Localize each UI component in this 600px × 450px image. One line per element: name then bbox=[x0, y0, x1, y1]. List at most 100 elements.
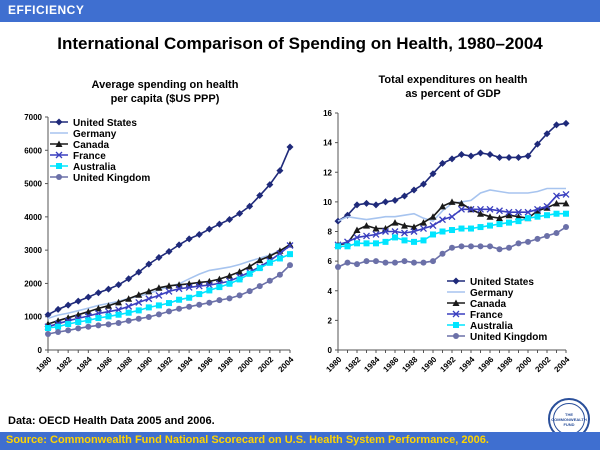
data-point bbox=[216, 284, 223, 291]
data-point bbox=[429, 213, 437, 220]
y-tick-label: 7000 bbox=[24, 113, 42, 122]
legend-label: Australia bbox=[470, 321, 513, 332]
data-point bbox=[448, 213, 456, 221]
legend-label: United Kingdom bbox=[73, 173, 150, 184]
data-point bbox=[95, 322, 102, 329]
data-point bbox=[236, 276, 243, 283]
legend-label: Germany bbox=[470, 288, 514, 299]
data-point bbox=[420, 237, 427, 244]
data-point bbox=[94, 289, 102, 297]
data-point bbox=[175, 241, 183, 249]
y-tick-label: 5000 bbox=[24, 180, 42, 189]
data-point bbox=[401, 222, 408, 229]
legend-label: Canada bbox=[73, 140, 110, 151]
data-point bbox=[515, 208, 522, 216]
data-point bbox=[135, 307, 142, 314]
chart-title-line: Average spending on health bbox=[92, 79, 239, 91]
data-point bbox=[458, 205, 465, 213]
data-point bbox=[195, 282, 203, 290]
source-text: Source: Commonwealth Fund National Score… bbox=[6, 434, 489, 446]
page-title: International Comparison of Spending on … bbox=[57, 34, 543, 53]
x-tick-label: 2004 bbox=[552, 355, 571, 374]
data-point bbox=[266, 277, 273, 284]
data-point bbox=[373, 240, 379, 247]
data-point bbox=[85, 317, 92, 324]
data-point bbox=[94, 304, 102, 312]
data-point bbox=[286, 242, 294, 249]
data-point bbox=[216, 297, 223, 304]
data-point bbox=[276, 167, 284, 175]
data-point bbox=[363, 240, 370, 247]
data-point bbox=[135, 268, 143, 276]
data-point bbox=[246, 288, 253, 295]
data-point bbox=[391, 219, 399, 226]
y-tick-label: 14 bbox=[323, 139, 332, 148]
data-point bbox=[64, 301, 72, 309]
data-point bbox=[382, 198, 389, 206]
series-united-kingdom bbox=[335, 224, 569, 271]
data-point bbox=[363, 258, 370, 265]
data-point bbox=[196, 291, 203, 298]
data-point bbox=[382, 238, 389, 245]
legend-marker bbox=[453, 322, 459, 328]
x-tick-label: 1992 bbox=[438, 355, 457, 374]
data-point bbox=[186, 303, 193, 310]
data-point bbox=[515, 240, 522, 247]
data-point bbox=[175, 285, 183, 293]
data-point bbox=[372, 201, 380, 209]
data-point bbox=[125, 302, 133, 310]
data-point bbox=[165, 247, 173, 255]
data-point bbox=[287, 251, 293, 258]
source-bar: Source: Commonwealth Fund National Score… bbox=[0, 432, 600, 450]
data-point bbox=[477, 205, 484, 213]
y-tick-label: 1000 bbox=[24, 313, 42, 322]
data-point bbox=[496, 214, 503, 222]
data-point bbox=[165, 282, 173, 289]
series-united-kingdom bbox=[45, 262, 293, 338]
legend-marker bbox=[453, 333, 459, 339]
series-line bbox=[337, 122, 567, 222]
data-point bbox=[165, 287, 173, 295]
data-point bbox=[335, 264, 341, 271]
data-point bbox=[363, 232, 370, 240]
legend-label: Australia bbox=[73, 162, 116, 173]
data-point bbox=[155, 302, 162, 309]
x-tick-label: 1980 bbox=[34, 355, 53, 374]
data-point bbox=[477, 243, 484, 250]
y-tick-label: 0 bbox=[328, 346, 333, 355]
data-point bbox=[84, 293, 92, 301]
data-point bbox=[430, 231, 436, 238]
data-point bbox=[477, 224, 484, 231]
data-point bbox=[525, 215, 531, 222]
header-bar: EFFICIENCY bbox=[0, 0, 600, 22]
data-point bbox=[410, 223, 418, 231]
legend-marker bbox=[56, 163, 62, 169]
chart-title-line: Total expenditures on health bbox=[379, 74, 528, 86]
data-point bbox=[391, 196, 399, 204]
data-point bbox=[411, 259, 417, 266]
data-point bbox=[439, 228, 446, 235]
data-point bbox=[353, 226, 361, 234]
x-tick-label: 1982 bbox=[55, 355, 74, 374]
data-point bbox=[145, 314, 152, 321]
data-point bbox=[515, 213, 522, 220]
data-point bbox=[544, 212, 550, 219]
data-point bbox=[449, 227, 455, 234]
data-point bbox=[196, 301, 203, 308]
data-point bbox=[468, 243, 474, 250]
x-tick-label: 1998 bbox=[216, 355, 235, 374]
data-point bbox=[553, 210, 560, 217]
data-point bbox=[246, 270, 253, 277]
y-tick-label: 2000 bbox=[24, 279, 42, 288]
data-point bbox=[145, 295, 153, 303]
data-point bbox=[392, 259, 398, 266]
data-point bbox=[54, 305, 62, 313]
data-point bbox=[467, 205, 475, 213]
x-tick-label: 1996 bbox=[476, 355, 495, 374]
data-point bbox=[105, 302, 112, 309]
data-point bbox=[135, 291, 143, 298]
legend-marker bbox=[56, 174, 62, 180]
data-point bbox=[125, 275, 133, 283]
y-tick-label: 4 bbox=[328, 287, 333, 296]
data-point bbox=[256, 265, 263, 272]
